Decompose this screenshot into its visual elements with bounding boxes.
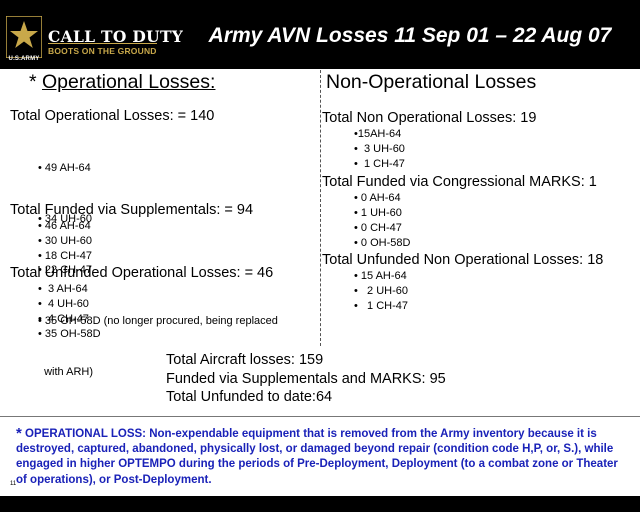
heading-label: Operational Losses: <box>42 71 216 93</box>
list-item: • 0 AH-64 <box>354 192 401 204</box>
list-item: • 34 UH-60 <box>38 213 92 225</box>
army-star-logo-icon <box>6 16 42 58</box>
non-operational-marks-section: Total Funded via Congressional MARKS: 1 … <box>322 174 597 251</box>
footnote-divider <box>0 416 640 417</box>
non-operational-total-section: Total Non Operational Losses: 19 •15AH-6… <box>322 110 536 172</box>
list-item: • 0 CH-47 <box>354 222 402 234</box>
list-item: • 0 OH-58D <box>354 237 411 249</box>
list-item: • 18 CH-47 <box>38 250 92 262</box>
marks-list: • 0 AH-64 • 1 UH-60 • 0 CH-47 • 0 OH-58D <box>322 191 597 251</box>
list-item: • 46 AH-64 <box>38 220 91 232</box>
list-item: • 4 UH-60 <box>38 298 89 310</box>
operational-total-list: • 49 AH-64 • 34 UH-60 • 22 CH-47 • 35 OH… <box>10 125 278 416</box>
supplemental-list: • 46 AH-64 • 30 UH-60 • 18 CH-47 <box>10 219 253 264</box>
operational-unfunded-section: Total Unfunded Operational Losses: = 46 … <box>10 265 273 342</box>
heading-star: * <box>29 71 43 93</box>
list-item: • 1 CH-47 <box>354 300 408 312</box>
non-operational-unfunded-section: Total Unfunded Non Operational Losses: 1… <box>322 252 603 314</box>
non-operational-losses-heading: Non-Operational Losses <box>326 71 537 93</box>
operational-supplemental-section: Total Funded via Supplementals: = 94 • 4… <box>10 202 253 264</box>
non-op-unfunded-label: Total Unfunded Non Operational Losses: 1… <box>322 252 604 268</box>
list-item: • 2 UH-60 <box>354 285 408 297</box>
unfunded-label: Total Unfunded Operational Losses: = 46 <box>10 265 274 281</box>
logo-call-to-duty: CALL TO DUTY <box>48 27 184 46</box>
non-op-total-label: Total Non Operational Losses: 19 <box>322 110 537 126</box>
list-item: •15AH-64 <box>354 128 402 140</box>
operational-total-label: Total Operational Losses: = 140 <box>10 108 215 124</box>
header-bar: U.S.ARMY CALL TO DUTY BOOTS ON THE GROUN… <box>0 0 640 69</box>
unfunded-total: Total Unfunded to date:64 <box>166 389 333 405</box>
list-item: • 1 CH-47 <box>354 158 405 170</box>
operational-losses-heading: * Operational Losses: <box>29 71 215 94</box>
footnote-star: * <box>16 425 22 442</box>
list-item: • 3 UH-60 <box>354 143 405 155</box>
list-item: • 22 CH-47 <box>38 264 92 276</box>
non-op-unfunded-list: • 15 AH-64 • 2 UH-60 • 1 CH-47 <box>322 269 603 314</box>
operational-loss-definition: * OPERATIONAL LOSS: Non-expendable equip… <box>16 426 628 488</box>
footer-bar <box>0 496 640 512</box>
funded-total: Funded via Supplementals and MARKS: 95 <box>166 370 446 387</box>
footnote-text: OPERATIONAL LOSS: Non-expendable equipme… <box>16 428 618 486</box>
column-divider <box>320 70 321 346</box>
unfunded-list: • 3 AH-64 • 4 UH-60 • 4 CH-47 • 35 OH-58… <box>10 282 273 342</box>
list-item: • 1 UH-60 <box>354 207 402 219</box>
total-aircraft-losses: Total Aircraft losses: 159 <box>166 352 324 368</box>
list-item: • 49 AH-64 <box>38 162 91 174</box>
supplemental-label: Total Funded via Supplementals: = 94 <box>10 202 254 218</box>
non-op-total-list: •15AH-64 • 3 UH-60 • 1 CH-47 <box>322 127 536 172</box>
operational-total-section: Total Operational Losses: = 140 • 49 AH-… <box>10 108 278 416</box>
marks-label: Total Funded via Congressional MARKS: 1 <box>322 174 597 190</box>
list-item: • 30 UH-60 <box>38 235 92 247</box>
list-item: • 3 AH-64 <box>38 283 88 295</box>
list-item: • 15 AH-64 <box>354 270 407 282</box>
page-number: 11 <box>10 481 17 487</box>
list-item: with ARH) <box>38 366 94 378</box>
logo-tagline: BOOTS ON THE GROUND <box>48 43 157 56</box>
list-item: • 35 OH-58D (no longer procured, being r… <box>38 315 278 327</box>
list-item: • 4 CH-47 <box>38 313 89 325</box>
page-title: Army AVN Losses 11 Sep 01 – 22 Aug 07 <box>208 24 612 47</box>
logo-badge-text: U.S.ARMY <box>8 56 40 62</box>
totals-summary: Total Aircraft losses: 159 Funded via Su… <box>166 351 446 407</box>
list-item: • 35 OH-58D <box>38 328 101 340</box>
